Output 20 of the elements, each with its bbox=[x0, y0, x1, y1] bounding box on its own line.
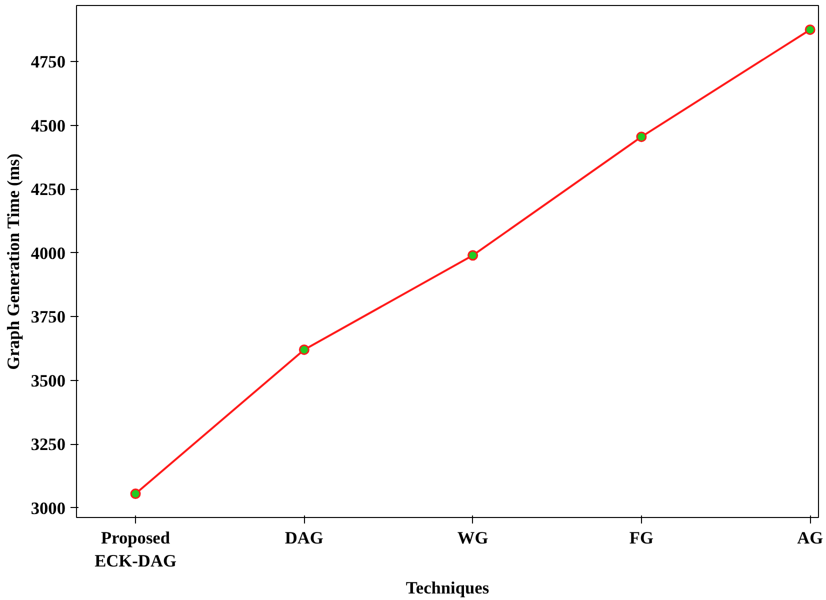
point bbox=[804, 24, 816, 35]
y-tick-label: 3000 bbox=[30, 498, 66, 518]
y-tick-label: 4000 bbox=[30, 244, 66, 263]
x-tick-label: AG bbox=[797, 528, 824, 548]
point bbox=[468, 250, 478, 261]
y-tick-label: 4500 bbox=[30, 116, 66, 136]
y-tick-label: 3750 bbox=[30, 308, 66, 327]
x-tick-label: DAG bbox=[284, 528, 324, 548]
y-axis-title: Graph Generation Time (ms) bbox=[4, 153, 23, 370]
x-tick-label: FG bbox=[629, 528, 654, 548]
point bbox=[298, 344, 310, 355]
y-tick-label: 3250 bbox=[30, 435, 66, 454]
y-tick-label: 4250 bbox=[30, 180, 66, 200]
x-axis-title: Techniques bbox=[406, 578, 490, 598]
point bbox=[130, 488, 141, 500]
x-tick-label: WG bbox=[457, 528, 488, 548]
point bbox=[636, 132, 647, 142]
y-tick-label: 4750 bbox=[30, 52, 66, 72]
x-tick-label: Proposed ECK-DAG bbox=[94, 528, 176, 570]
y-tick-label: 3500 bbox=[30, 371, 66, 390]
